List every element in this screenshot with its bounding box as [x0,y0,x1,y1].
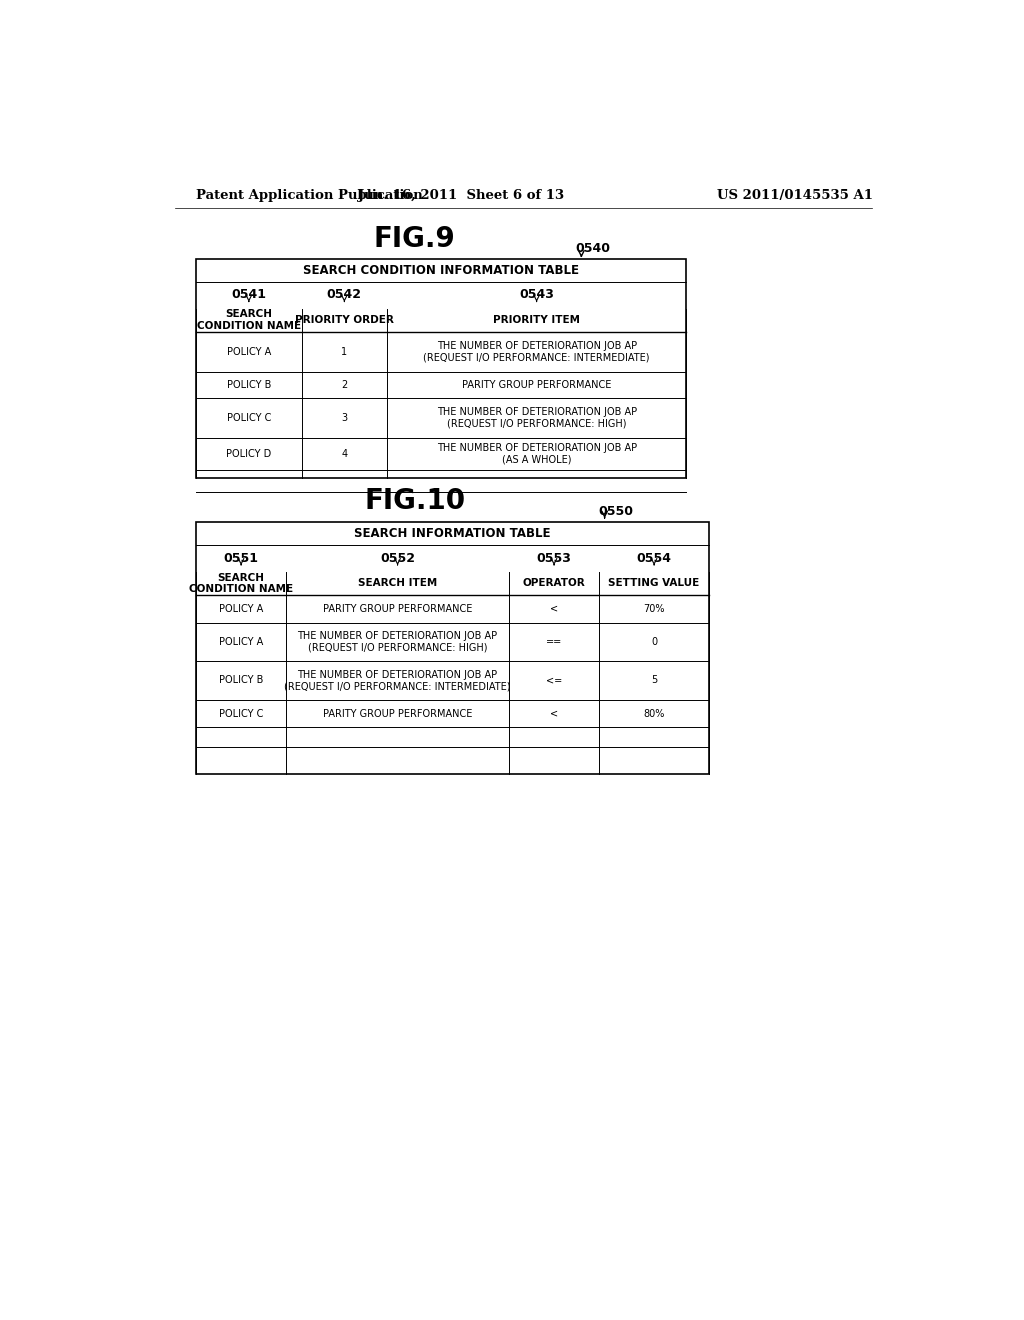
Text: POLICY D: POLICY D [226,449,271,459]
Text: <: < [550,709,558,718]
Text: 0541: 0541 [231,288,266,301]
Bar [197,259,686,478]
Text: Jun. 16, 2011  Sheet 6 of 13: Jun. 16, 2011 Sheet 6 of 13 [358,189,564,202]
Text: PARITY GROUP PERFORMANCE: PARITY GROUP PERFORMANCE [323,603,472,614]
Text: FIG.10: FIG.10 [365,487,465,515]
Text: PRIORITY ORDER: PRIORITY ORDER [295,315,394,325]
Text: 0550: 0550 [599,504,634,517]
Text: 3: 3 [341,413,347,422]
Bar [197,521,710,775]
Text: 4: 4 [341,449,347,459]
Text: 0542: 0542 [327,288,361,301]
Text: POLICY B: POLICY B [219,676,263,685]
Text: POLICY C: POLICY C [226,413,271,422]
Text: 0552: 0552 [380,552,415,565]
Text: US 2011/0145535 A1: US 2011/0145535 A1 [717,189,873,202]
Text: SETTING VALUE: SETTING VALUE [608,578,699,589]
Text: POLICY B: POLICY B [226,380,271,389]
Text: THE NUMBER OF DETERIORATION JOB AP
(REQUEST I/O PERFORMANCE: INTERMEDIATE): THE NUMBER OF DETERIORATION JOB AP (REQU… [285,669,511,692]
Text: 0551: 0551 [223,552,259,565]
Text: 0554: 0554 [637,552,672,565]
Text: SEARCH INFORMATION TABLE: SEARCH INFORMATION TABLE [354,527,551,540]
Text: PARITY GROUP PERFORMANCE: PARITY GROUP PERFORMANCE [462,380,611,389]
Text: THE NUMBER OF DETERIORATION JOB AP
(AS A WHOLE): THE NUMBER OF DETERIORATION JOB AP (AS A… [436,444,637,465]
Text: SEARCH ITEM: SEARCH ITEM [358,578,437,589]
Text: SEARCH
CONDITION NAME: SEARCH CONDITION NAME [189,573,293,594]
Text: PRIORITY ITEM: PRIORITY ITEM [494,315,581,325]
Text: THE NUMBER OF DETERIORATION JOB AP
(REQUEST I/O PERFORMANCE: HIGH): THE NUMBER OF DETERIORATION JOB AP (REQU… [436,407,637,429]
Text: 0: 0 [651,638,657,647]
Text: FIG.9: FIG.9 [374,226,456,253]
Text: POLICY A: POLICY A [219,638,263,647]
Text: POLICY A: POLICY A [226,347,271,356]
Text: THE NUMBER OF DETERIORATION JOB AP
(REQUEST I/O PERFORMANCE: HIGH): THE NUMBER OF DETERIORATION JOB AP (REQU… [298,631,498,653]
Text: 0543: 0543 [519,288,554,301]
Text: 70%: 70% [643,603,665,614]
Text: SEARCH CONDITION INFORMATION TABLE: SEARCH CONDITION INFORMATION TABLE [303,264,580,277]
Text: 5: 5 [651,676,657,685]
Text: OPERATOR: OPERATOR [522,578,586,589]
Text: 1: 1 [341,347,347,356]
Text: Patent Application Publication: Patent Application Publication [197,189,423,202]
Text: 80%: 80% [643,709,665,718]
Text: 0553: 0553 [537,552,571,565]
Text: <: < [550,603,558,614]
Text: ==: == [546,638,562,647]
Text: 2: 2 [341,380,347,389]
Text: PARITY GROUP PERFORMANCE: PARITY GROUP PERFORMANCE [323,709,472,718]
Text: POLICY C: POLICY C [219,709,263,718]
Text: 0540: 0540 [575,242,610,255]
Text: THE NUMBER OF DETERIORATION JOB AP
(REQUEST I/O PERFORMANCE: INTERMEDIATE): THE NUMBER OF DETERIORATION JOB AP (REQU… [423,341,650,363]
Text: SEARCH
CONDITION NAME: SEARCH CONDITION NAME [197,309,301,331]
Text: <=: <= [546,676,562,685]
Text: POLICY A: POLICY A [219,603,263,614]
